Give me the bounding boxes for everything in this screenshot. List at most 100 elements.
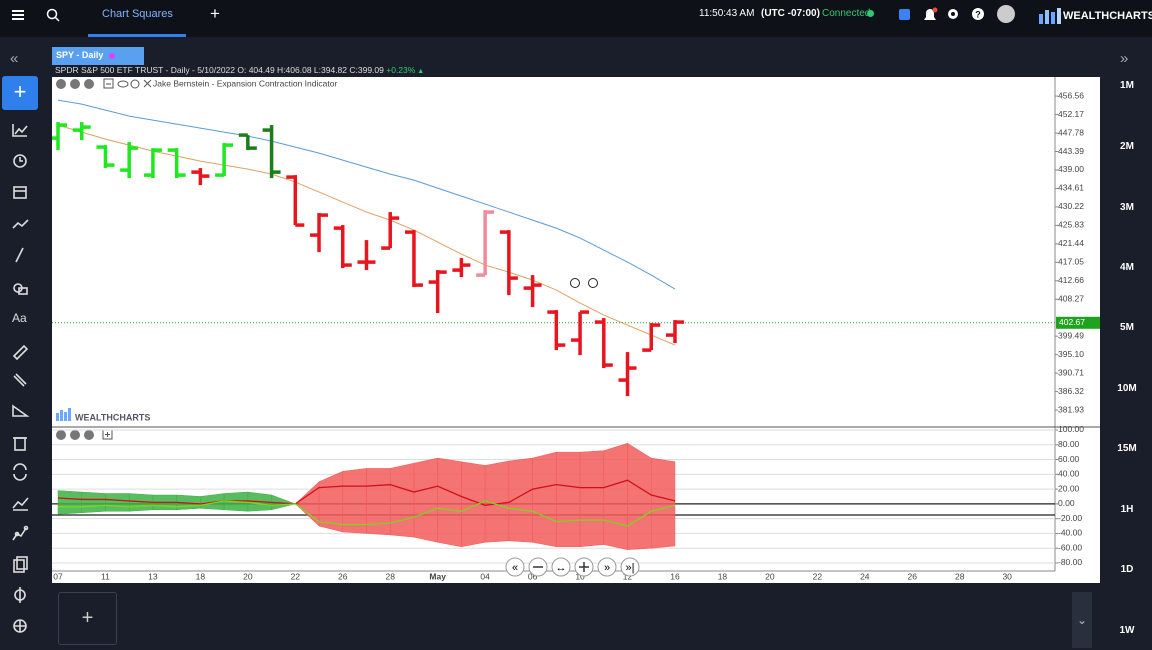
y-tick-label: 20.00 <box>1058 483 1080 493</box>
moving-average <box>57 124 676 346</box>
timeframe[interactable]: 1D <box>1120 564 1134 575</box>
y-tick-label: 399.49 <box>1058 330 1084 340</box>
symbol-dot <box>109 53 115 59</box>
band-segment <box>651 457 676 549</box>
brand: WEALTHCHARTS <box>1063 10 1152 22</box>
last-price-box <box>1056 316 1100 329</box>
x-tick-label: 30 <box>1002 571 1012 581</box>
clock: 11:50:43 AM <box>699 8 755 19</box>
timeframe[interactable]: 10M <box>1117 383 1137 394</box>
nav-button[interactable]: ↔ <box>551 557 571 577</box>
add-button[interactable]: + <box>2 76 38 110</box>
y-tick-label: 412.66 <box>1058 275 1084 285</box>
nav-button[interactable]: »| <box>620 557 640 577</box>
symbol-tab[interactable]: SPY - Daily <box>52 47 144 65</box>
band-segment <box>81 491 106 514</box>
x-tick-label: 20 <box>765 571 775 581</box>
tab-underline <box>88 34 186 37</box>
y-tick-label: -20.00 <box>1058 513 1082 523</box>
up-arrow: ▲ <box>415 68 425 75</box>
y-tick-label: 447.78 <box>1058 127 1084 137</box>
ohlc-info: - Daily - 5/10/2022 O: 404.49 H:406.08 L… <box>163 65 384 75</box>
x-tick-label: 04 <box>480 571 490 581</box>
nav-button[interactable]: » <box>597 557 617 577</box>
y-tick-label: 452.17 <box>1058 109 1084 119</box>
svg-text:↔: ↔ <box>556 562 567 574</box>
symbol-tab-label: SPY - Daily <box>56 50 104 60</box>
band-segment <box>627 442 652 550</box>
nav-button[interactable]: « <box>505 557 525 577</box>
collapse-left[interactable]: « <box>10 50 19 67</box>
x-tick-label: 18 <box>718 571 728 581</box>
last-price-label: 402.67 <box>1059 317 1085 327</box>
status-dot <box>867 10 874 17</box>
x-tick-label: 18 <box>196 571 206 581</box>
tab[interactable]: Chart Squares <box>102 8 173 20</box>
y-tick-label: -80.00 <box>1058 557 1082 567</box>
timeframe[interactable]: 5M <box>1120 322 1134 333</box>
x-tick-label: 06 <box>528 571 538 581</box>
svg-text:«: « <box>512 562 518 574</box>
band-segment <box>437 457 462 548</box>
left-toolbar: « + Aa <box>0 46 40 650</box>
band-segment <box>603 442 628 550</box>
y-tick-label: 40.00 <box>1058 469 1080 479</box>
nav-button[interactable] <box>528 557 548 577</box>
timezone: (UTC -07:00) <box>761 8 820 19</box>
y-tick-label: 425.83 <box>1058 220 1084 230</box>
expand-bottom[interactable]: ⌄ <box>1072 592 1092 648</box>
chart: Jake Bernstein - Expansion Contraction I… <box>52 77 1100 583</box>
y-tick-label: 439.00 <box>1058 164 1084 174</box>
top-right-icons: ? <box>899 5 1015 23</box>
y-tick-label: 100.00 <box>1058 424 1084 434</box>
x-tick-label: 16 <box>670 571 680 581</box>
y-tick-label: 417.05 <box>1058 257 1084 267</box>
timeframe[interactable]: 2M <box>1120 141 1134 152</box>
add-tab[interactable]: + <box>210 4 220 23</box>
timeframe[interactable]: 4M <box>1120 262 1134 273</box>
watermark: WEALTHCHARTS <box>75 412 150 422</box>
top-icons <box>12 8 60 22</box>
timeframe[interactable]: 15M <box>1117 443 1137 454</box>
x-tick-label: 26 <box>338 571 348 581</box>
y-tick-label: 60.00 <box>1058 454 1080 464</box>
x-tick-label: 28 <box>385 571 395 581</box>
x-tick-label: May <box>429 571 446 581</box>
band-segment <box>579 450 605 548</box>
moving-average <box>57 99 676 290</box>
marker-circle <box>570 278 580 288</box>
band-segment <box>532 451 557 548</box>
svg-text:»: » <box>604 562 610 574</box>
band-segment <box>556 451 581 547</box>
collapse-right[interactable]: » <box>1120 50 1129 67</box>
band-segment <box>389 462 415 538</box>
y-tick-label: -60.00 <box>1058 542 1082 552</box>
chart-layers: 456.56 452.17 447.78 443.39 439.00 434.61 430.… <box>52 90 1100 581</box>
indicator-line <box>58 500 676 527</box>
timeframe[interactable]: 1W <box>1119 625 1135 636</box>
y-tick-label: 443.39 <box>1058 146 1084 156</box>
status: Connected <box>822 8 871 19</box>
top-bar: Chart Squares + 11:50:43 AM (UTC -07:00)… <box>0 0 1152 37</box>
indicator-label: Jake Bernstein - Expansion Contraction I… <box>153 78 337 88</box>
add-chart[interactable]: + <box>58 592 117 645</box>
brand-logo <box>1039 8 1061 24</box>
x-tick-label: 20 <box>243 571 253 581</box>
x-tick-label: 12 <box>623 571 633 581</box>
y-tick-label: 430.22 <box>1058 201 1084 211</box>
info-line: SPDR S&P 500 ETF TRUST - Daily - 5/10/20… <box>52 65 1055 77</box>
y-tick-label: 390.71 <box>1058 367 1084 377</box>
y-tick-label: 386.32 <box>1058 386 1084 396</box>
nav-buttons: « ↔ » »| <box>505 557 640 577</box>
svg-text:»|: »| <box>626 562 635 574</box>
pane-controls <box>56 78 152 440</box>
y-tick-label: -40.00 <box>1058 528 1082 538</box>
nav-button[interactable] <box>574 557 594 577</box>
y-tick-label: 381.93 <box>1058 404 1084 414</box>
timeframe[interactable]: 1H <box>1120 504 1134 515</box>
y-tick-label: 434.61 <box>1058 183 1084 193</box>
band-segment <box>57 490 82 515</box>
timeframe[interactable]: 3M <box>1120 202 1134 213</box>
right-toolbar: » <box>1103 46 1152 650</box>
timeframe[interactable]: 1M <box>1120 80 1134 91</box>
